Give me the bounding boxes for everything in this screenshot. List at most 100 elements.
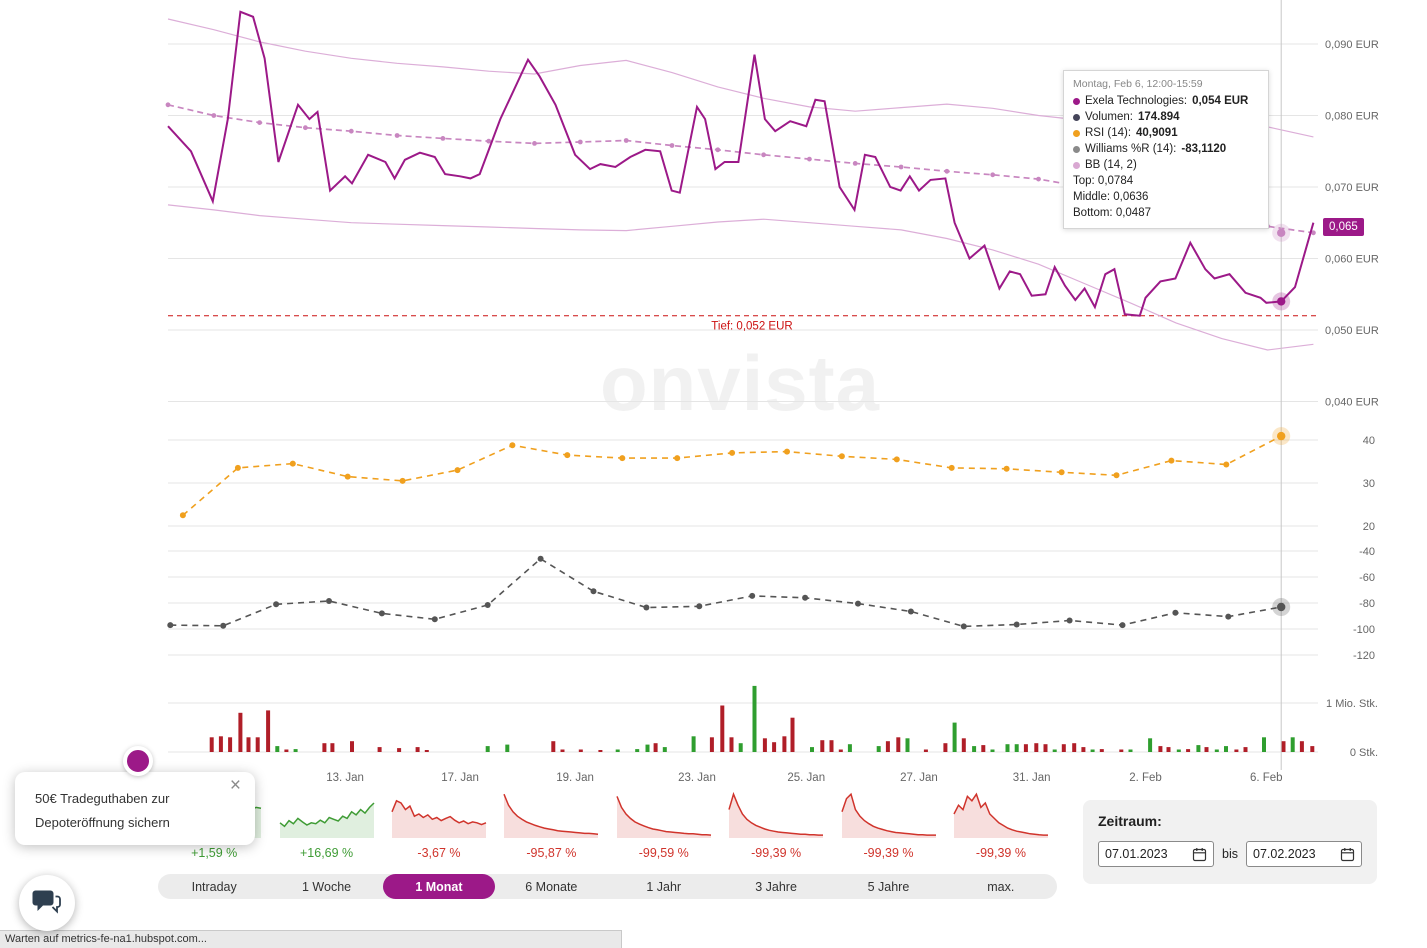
volume-bar [635,749,640,752]
tooltip-row-value: 40,9091 [1136,127,1178,139]
volume-bar [377,747,382,752]
date-from-input[interactable]: 07.01.2023 [1098,841,1215,867]
tooltip-row: RSI (14): 40,9091 [1073,125,1259,141]
volume-bar [990,749,995,752]
volume-bar [330,743,335,752]
sparkline [840,792,936,838]
volume-bar [275,746,280,752]
sparkline [391,799,487,838]
volume-bar [1243,747,1248,752]
tab-intraday[interactable]: Intraday [158,874,270,899]
volume-bar [415,747,420,752]
sparkline-line [616,796,711,836]
bb-middle-point [852,161,858,166]
promo-text: 50€ Tradeguthaben zur Depoteröffnung sic… [15,772,255,835]
tab-6-monate[interactable]: 6 Monate [495,874,607,899]
bb-middle-point [990,172,996,178]
price-axis-label: 0,080 EUR [1325,111,1379,123]
rsi-axis-label: 20 [1363,521,1375,533]
x-axis-label: 19. Jan [556,772,594,784]
williams-point [696,603,703,610]
calendar-icon[interactable] [1192,847,1207,862]
timeframe-thumb-3-jahre[interactable]: -99,39 % [720,787,832,865]
calendar-icon[interactable] [1340,847,1355,862]
williams-axis-label: -80 [1359,598,1375,610]
volume-bar [397,748,402,752]
timeframe-thumb-1-jahr[interactable]: -99,59 % [608,787,720,865]
x-axis-label: 17. Jan [441,772,479,784]
tab-1-woche[interactable]: 1 Woche [270,874,382,899]
zeitraum-bis-label: bis [1222,847,1238,861]
williams-point [273,601,280,608]
rsi-point [1168,457,1175,464]
x-axis-label: 13. Jan [326,772,364,784]
date-to-input[interactable]: 07.02.2023 [1246,841,1363,867]
gridlines: 0,090 EUR 0,080 EUR 0,070 EUR 0,060 EUR 0,05… [168,39,1379,759]
bb-middle-point [486,138,492,144]
timeframe-percent: +16,69 % [300,846,354,860]
volume-bar [1204,747,1209,752]
volume-bar [1166,747,1171,752]
tab-1-monat[interactable]: 1 Monat [382,874,496,899]
timeframe-thumb-1-monat[interactable]: -3,67 % [383,787,495,865]
volume-bar [1214,749,1219,752]
bb-middle-point [1311,230,1316,236]
bb-middle-point [807,156,812,162]
promo-badge-icon [123,746,153,776]
rsi-axis-label: 30 [1363,478,1375,490]
sparkline-area [504,794,599,838]
tooltip-row-label: Middle: 0,0636 [1073,191,1149,203]
williams-point [907,608,914,615]
volume-bar [1023,744,1028,752]
volume-bar [505,744,510,752]
volume-bars [209,685,1315,752]
stock-chart[interactable]: 0,090 EUR 0,080 EUR 0,070 EUR 0,060 EUR 0,05… [0,0,1427,792]
timeframe-thumb-6-monate[interactable]: -95,87 % [495,787,607,865]
price-axis-label: 0,040 EUR [1325,397,1379,409]
timeframe-percent: -99,39 % [863,846,914,860]
tab-1-jahr[interactable]: 1 Jahr [608,874,720,899]
timeframe-thumb-1-woche[interactable]: +16,69 % [270,787,382,865]
hover-rsi-dot [1277,431,1286,441]
bb-middle-point [348,128,354,134]
rsi-point [344,473,351,480]
sparkline-area [841,794,936,838]
williams-axis-label: -100 [1353,624,1375,636]
tooltip-row-label: Volumen: [1085,111,1133,123]
volume-bar [1014,744,1019,752]
volume-bar [653,743,658,752]
volume-bar [790,717,795,752]
volume-bar [896,737,901,752]
tooltip-rows: Exela Technologies: 0,054 EUR Volumen: 174.… [1073,93,1259,221]
volume-bar [838,749,843,752]
rsi-point [179,512,186,519]
promo-line2: Depoteröffnung sichern [35,815,170,830]
tab-5-jahre[interactable]: 5 Jahre [832,874,944,899]
volume-bar [738,743,743,752]
volume-bar [293,749,298,752]
volume-bar [551,741,556,752]
volume-bar [1043,744,1048,752]
volume-bar [485,746,490,752]
chat-launcher[interactable] [19,875,75,931]
tooltip-row-value: -83,1120 [1181,143,1227,155]
series-bullet-icon [1073,129,1080,137]
timeframe-thumb-5-jahre[interactable]: -99,39 % [832,787,944,865]
volume-bar [762,738,767,752]
volume-axis-label: 0 Stk. [1350,747,1378,759]
timeframe-thumb-max[interactable]: -99,39 % [945,787,1057,865]
rsi-point [1223,461,1230,468]
williams-point [378,610,385,617]
tab-3-jahre[interactable]: 3 Jahre [720,874,832,899]
timeframe-percent: -99,39 % [751,846,802,860]
rsi-point [564,452,571,459]
tab-max[interactable]: max. [945,874,1057,899]
close-icon[interactable]: × [224,774,247,798]
volume-bar [1099,749,1104,752]
price-axis-label: 0,060 EUR [1325,254,1379,266]
sparkline-line [728,791,824,836]
sparkline-area [616,796,711,838]
sparkline [503,793,599,838]
chat-icon [32,890,61,914]
williams-point [749,592,756,599]
